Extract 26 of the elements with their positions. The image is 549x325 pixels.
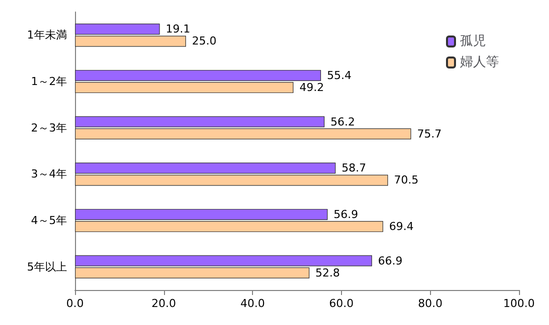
y-tick-label: 5年以上 [27,260,67,274]
legend-label: 孤児 [460,34,486,49]
y-tick-label: 3～4年 [31,168,67,181]
x-tick-label: 0.0 [66,297,84,310]
data-label: 69.4 [389,220,414,234]
y-tick-label: 2～3年 [31,121,67,134]
x-tick-label: 40.0 [240,297,265,310]
data-label: 56.9 [334,208,358,221]
y-tick-label: 1～2年 [31,75,67,88]
data-label: 55.4 [326,68,352,82]
x-tick-label: 100.0 [503,297,535,310]
data-label: 75.7 [417,127,442,140]
y-tick-label: 4～5年 [31,214,67,227]
data-label: 19.1 [166,22,190,36]
data-label: 70.5 [394,174,419,187]
data-label: 58.7 [342,162,366,175]
data-label: 52.8 [315,266,340,280]
data-label: 66.9 [378,254,403,268]
y-tick-label: 1年未満 [27,28,67,42]
legend-label: 婦人等 [460,55,499,70]
data-label: 49.2 [299,81,324,94]
x-tick-label: 60.0 [329,297,354,310]
data-label: 25.0 [192,34,216,48]
x-tick-label: 80.0 [418,297,442,310]
x-tick-label: 20.0 [152,297,176,310]
data-label: 56.2 [330,115,356,128]
